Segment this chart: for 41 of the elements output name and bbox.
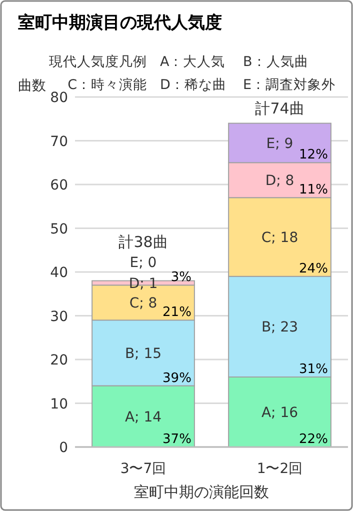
text: A：大人気 [160,54,226,70]
y-tick-label: 60 [50,178,68,194]
text: C：時々演能 [68,77,147,93]
chart-title: 室町中期演目の現代人気度 [18,13,222,33]
annotation: 22% [299,432,328,447]
x-tick-label: 3〜7回 [120,461,166,477]
annotation: 31% [299,362,328,377]
data-label: E; 9 [266,136,294,152]
x-tick-label: 1〜2回 [256,461,303,477]
annotation: 24% [299,261,328,276]
data-label: D; 1 [128,276,158,292]
x-axis-title: 室町中期の演能回数 [134,483,269,501]
y-tick-label: 10 [50,396,68,412]
data-label: B; 15 [124,346,162,362]
data-label: B; 23 [261,320,298,336]
y-tick-label: 80 [50,90,68,106]
text: 現代人気度凡例 [49,54,147,70]
data-label: D; 8 [265,173,294,190]
data-label: C; 8 [129,296,158,312]
annotation: 11% [299,182,328,198]
data-label: A; 16 [261,405,298,421]
y-tick-label: 30 [50,308,68,325]
y-tick-label: 20 [50,352,68,368]
total-label: 計74曲 [255,99,304,118]
data-label: A; 14 [124,409,162,426]
text: D：稀な曲 [160,77,226,93]
data-label: E; 0 [130,254,157,271]
y-tick-label: 70 [50,134,68,150]
text: B：人気曲 [243,54,308,70]
annotation: 21% [162,305,192,320]
y-axis-title: 曲数 [18,78,46,94]
text: E：調査対象外 [243,77,336,93]
y-tick-label: 50 [50,221,68,238]
annotation: 12% [299,148,328,163]
y-tick-label: 40 [50,265,68,281]
annotation: 39% [162,370,192,386]
data-label: C; 18 [261,230,298,246]
y-tick-label: 0 [59,440,68,456]
annotation: 3% [170,270,192,286]
annotation: 37% [162,432,192,447]
total-label: 計38曲 [118,232,168,251]
